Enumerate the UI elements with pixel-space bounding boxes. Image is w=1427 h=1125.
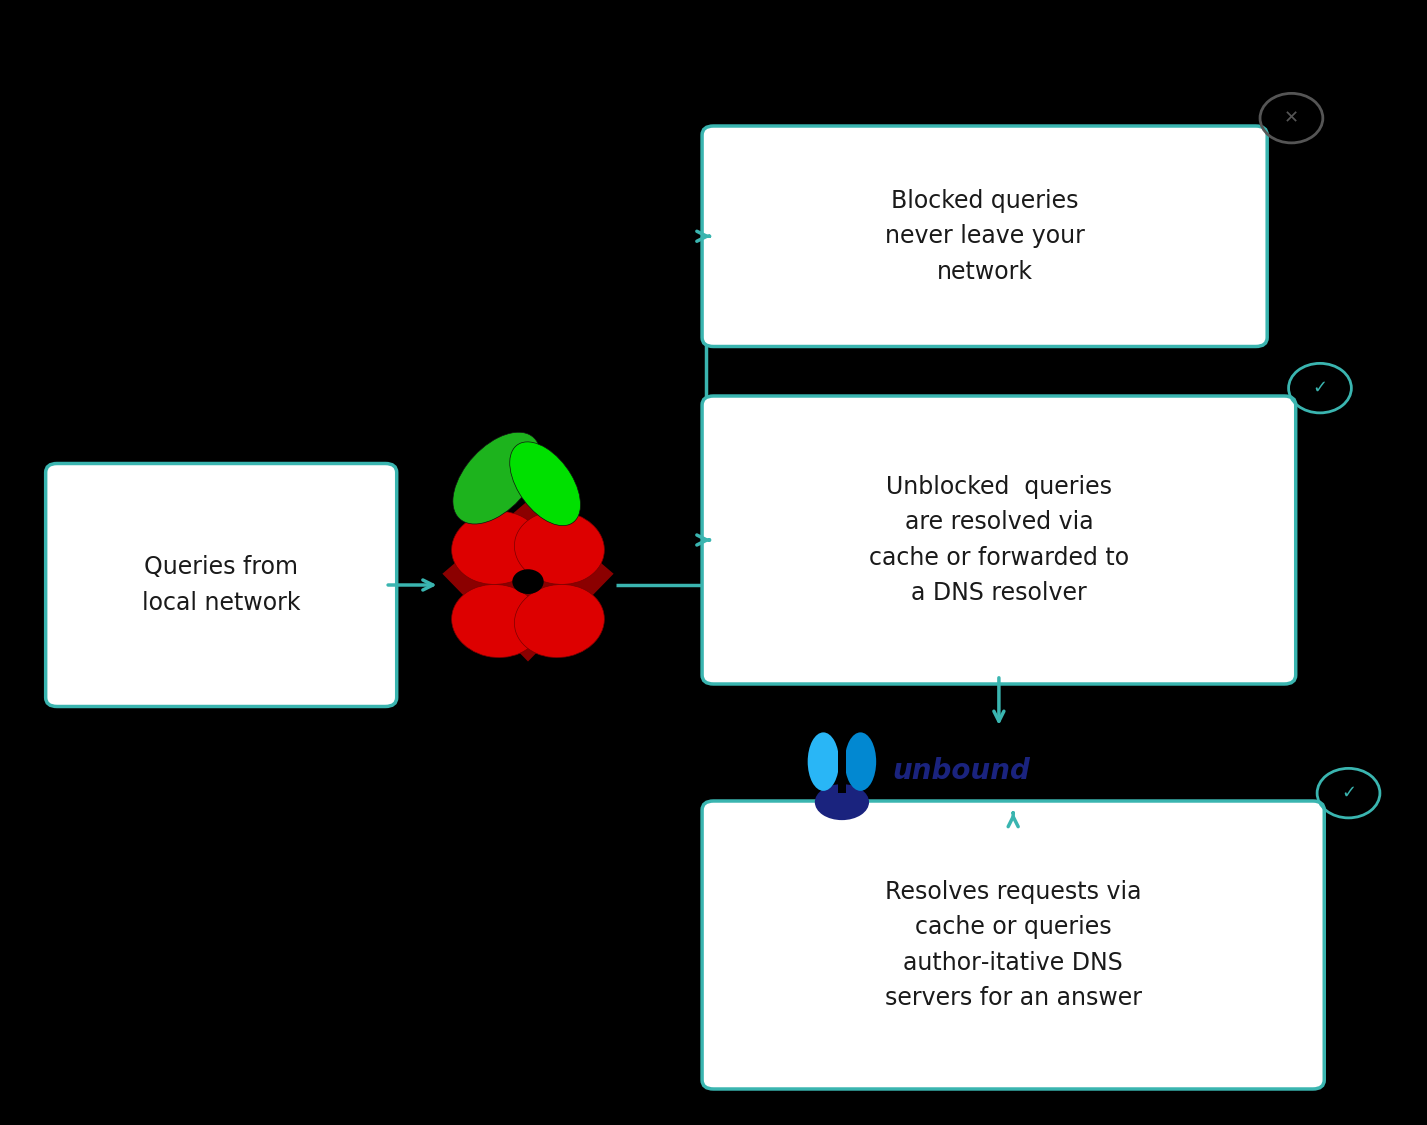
Ellipse shape xyxy=(815,784,869,820)
Text: unbound: unbound xyxy=(892,757,1030,784)
Text: ✓: ✓ xyxy=(1341,784,1356,802)
Polygon shape xyxy=(838,731,846,793)
Ellipse shape xyxy=(512,569,544,594)
FancyBboxPatch shape xyxy=(702,801,1324,1089)
Ellipse shape xyxy=(808,732,839,791)
Ellipse shape xyxy=(509,442,581,525)
Ellipse shape xyxy=(514,584,605,658)
Ellipse shape xyxy=(451,584,542,658)
Text: ✓: ✓ xyxy=(1313,379,1327,397)
Ellipse shape xyxy=(451,511,542,585)
FancyBboxPatch shape xyxy=(46,464,397,706)
Text: Blocked queries
never leave your
network: Blocked queries never leave your network xyxy=(885,189,1085,284)
Text: Unblocked  queries
are resolved via
cache or forwarded to
a DNS resolver: Unblocked queries are resolved via cache… xyxy=(869,475,1129,605)
Ellipse shape xyxy=(845,732,876,791)
FancyBboxPatch shape xyxy=(702,126,1267,346)
FancyBboxPatch shape xyxy=(702,396,1296,684)
Text: Resolves requests via
cache or queries
author­itative DNS
servers for an answer: Resolves requests via cache or queries a… xyxy=(885,880,1142,1010)
Ellipse shape xyxy=(452,432,541,524)
Text: ✕: ✕ xyxy=(1284,109,1299,127)
Ellipse shape xyxy=(514,511,605,585)
Polygon shape xyxy=(442,501,614,662)
Text: Queries from
local network: Queries from local network xyxy=(141,556,301,614)
